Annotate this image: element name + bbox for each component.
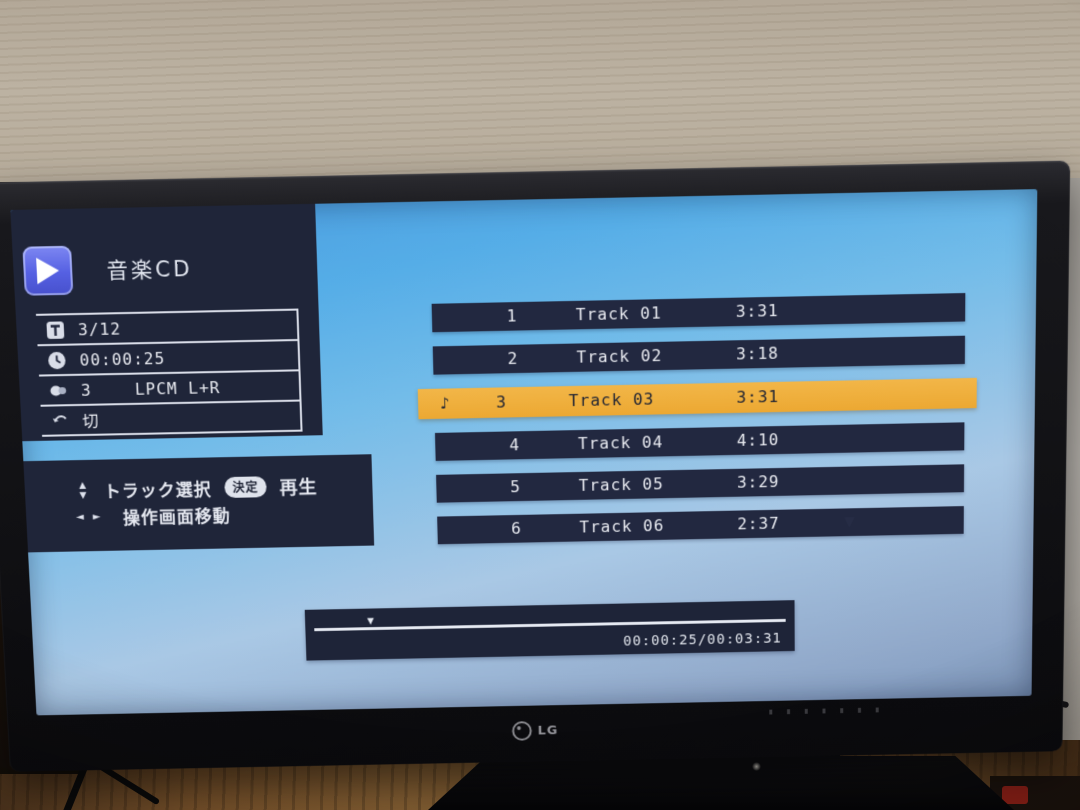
hint-play-label: 再生 (279, 476, 318, 499)
progress-bar: ▼ 00:00:25/00:03:31 (304, 600, 795, 661)
track-duration: 3:18 (736, 343, 780, 364)
progress-track: ▼ (314, 614, 786, 632)
track-number: 5 (510, 477, 522, 497)
track-title: Track 05 (578, 474, 664, 495)
info-row-audio: 3 LPCM L+R (38, 369, 300, 405)
hint-screen-move-label: 操作画面移動 (122, 506, 232, 529)
progress-position-marker: ▼ (367, 614, 375, 628)
repeat-mode-value: 切 (82, 411, 100, 431)
track-number: 3 (496, 392, 508, 412)
left-arrow-icon: ◄ (75, 511, 85, 523)
audio-format-value: LPCM L+R (134, 377, 221, 399)
track-number-value: 3/12 (77, 318, 122, 339)
track-title: Track 01 (575, 303, 662, 325)
track-number: 6 (510, 518, 522, 538)
stand-highlight (752, 762, 761, 771)
hint-line-navigate: ◄ ► 操作画面移動 (26, 498, 374, 532)
track-row-6[interactable]: 6 Track 06 2:37 (437, 506, 964, 545)
track-row-1[interactable]: 1 Track 01 3:31 (431, 293, 966, 333)
playing-note-icon: ♪ (439, 393, 452, 413)
page-title: 音楽CD (106, 256, 194, 283)
up-down-arrows-icon: ▲ ▼ (74, 480, 91, 501)
track-row-4[interactable]: 4 Track 04 4:10 (434, 422, 965, 461)
track-duration: 2:37 (737, 513, 780, 534)
track-duration: 4:10 (736, 430, 780, 450)
track-number: 1 (506, 306, 518, 326)
right-arrow-icon: ► (92, 511, 101, 523)
progress-time-label: 00:00:25/00:03:31 (623, 630, 782, 650)
down-arrow-icon: ▼ (79, 490, 87, 501)
hint-panel: ▲ ▼ トラック選択 決定 再生 ◄ ► 操作画面移動 (23, 454, 375, 553)
lg-logo-icon (511, 721, 532, 741)
panel-header: 音楽CD (22, 243, 194, 296)
track-duration: 3:29 (737, 471, 780, 492)
track-duration: 3:31 (736, 386, 780, 407)
device-red-detail (1002, 786, 1028, 804)
audio-track-value: 3 (80, 380, 93, 400)
lg-logo: LG (511, 721, 559, 741)
tv-frame: 音楽CD 3/12 00:00:25 (0, 160, 1071, 772)
track-title: Track 03 (568, 389, 655, 411)
track-row-5[interactable]: 5 Track 05 3:29 (436, 464, 965, 503)
scroll-more-down-icon: ▼ (844, 514, 855, 531)
tv-screen: 音楽CD 3/12 00:00:25 (10, 189, 1038, 716)
bezel-control-marks (769, 707, 890, 715)
repeat-icon (50, 411, 70, 430)
left-right-arrows-icon: ◄ ► (75, 511, 110, 523)
up-arrow-icon: ▲ (78, 480, 87, 491)
lg-logo-text: LG (537, 723, 559, 738)
elapsed-time-icon (47, 350, 67, 370)
audio-icon (48, 381, 68, 401)
track-number-icon (45, 320, 65, 340)
info-row-time: 00:00:25 (37, 339, 299, 375)
enter-key-badge: 決定 (224, 476, 267, 498)
track-title: Track 04 (577, 432, 664, 454)
track-number: 4 (509, 435, 521, 455)
info-row-repeat: 切 (40, 399, 301, 437)
track-list: 1 Track 01 3:31 2 Track 02 3:18 ♪ 3 Trac… (417, 293, 977, 558)
info-panel: 音楽CD 3/12 00:00:25 (10, 203, 323, 442)
track-duration: 3:31 (735, 300, 779, 322)
elapsed-time-value: 00:00:25 (79, 348, 166, 370)
track-title: Track 06 (579, 516, 665, 537)
play-icon (22, 245, 74, 296)
track-row-2[interactable]: 2 Track 02 3:18 (432, 335, 966, 375)
hint-track-select-label: トラック選択 (103, 480, 213, 503)
track-title: Track 02 (576, 345, 663, 367)
info-row-track: 3/12 (35, 308, 298, 345)
wall-background (0, 0, 1080, 200)
tv-stand-base (428, 756, 1014, 810)
track-row-3-selected[interactable]: ♪ 3 Track 03 3:31 (417, 377, 977, 420)
info-rows: 3/12 00:00:25 3 LPCM L+R (35, 308, 303, 437)
track-number: 2 (507, 348, 519, 369)
